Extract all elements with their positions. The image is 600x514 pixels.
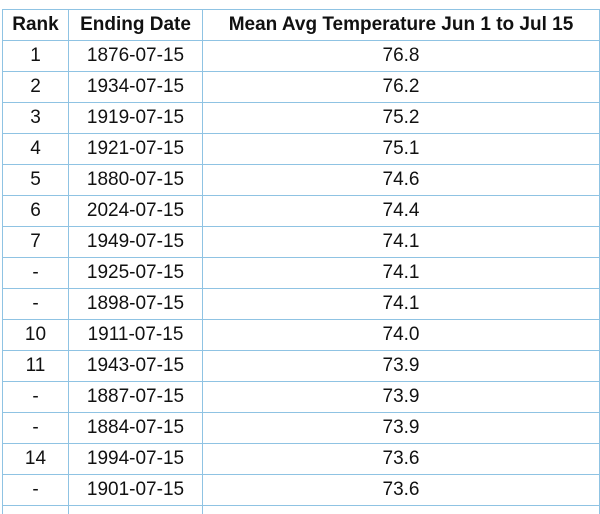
cell-rank: - [3, 382, 69, 413]
cell-rank: - [3, 475, 69, 506]
table-header-row: Rank Ending Date Mean Avg Temperature Ju… [3, 10, 600, 41]
cell-ending-date: 1876-07-15 [69, 41, 203, 72]
header-rank: Rank [3, 10, 69, 41]
cell-ending-date: 1994-07-15 [69, 444, 203, 475]
cell-rank: - [3, 413, 69, 444]
cell-mean-temperature: 73.6 [203, 444, 600, 475]
cell-rank: 11 [3, 351, 69, 382]
cell-mean-temperature: 74.1 [203, 289, 600, 320]
cell-ending-date: 1901-07-15 [69, 475, 203, 506]
cell-mean-temperature: 74.1 [203, 227, 600, 258]
cell-rank: 2 [3, 72, 69, 103]
cell-ending-date: 1880-07-15 [69, 165, 203, 196]
cell-rank: - [3, 258, 69, 289]
cell-rank: 7 [3, 227, 69, 258]
cell-rank: 10 [3, 320, 69, 351]
cell-rank: 1 [3, 41, 69, 72]
cell-mean-temperature: 73.9 [203, 351, 600, 382]
cell-mean-temperature: 74.4 [203, 196, 600, 227]
cell-ending-date: 1887-07-15 [69, 382, 203, 413]
cell-ending-date: 1911-07-15 [69, 320, 203, 351]
cell-rank: 14 [3, 444, 69, 475]
cell-ending-date: 1925-07-15 [69, 258, 203, 289]
cell-mean-temperature: 75.1 [203, 134, 600, 165]
cell-rank: - [3, 289, 69, 320]
cell-mean-temperature: 76.2 [203, 72, 600, 103]
cell-mean-temperature: 74.0 [203, 320, 600, 351]
cell-mean-temperature: 74.6 [203, 165, 600, 196]
cell-mean-temperature: 76.8 [203, 41, 600, 72]
cell-ending-date: 1898-07-15 [69, 289, 203, 320]
cell-rank: 5 [3, 165, 69, 196]
cell-rank: 6 [3, 196, 69, 227]
cell-rank: 3 [3, 103, 69, 134]
cell-mean-temperature: 73.9 [203, 413, 600, 444]
cell-ending-date: 1919-07-15 [69, 103, 203, 134]
cell-ending-date: 1949-07-15 [69, 227, 203, 258]
cell-mean-temperature: 74.1 [203, 258, 600, 289]
header-mean-avg-temperature: Mean Avg Temperature Jun 1 to Jul 15 [203, 10, 600, 41]
cell-ending-date: 1943-07-15 [69, 351, 203, 382]
cell-mean-temperature: 73.9 [203, 382, 600, 413]
cell-ending-date: 1934-07-15 [69, 72, 203, 103]
header-ending-date: Ending Date [69, 10, 203, 41]
temperature-ranking-table: Rank Ending Date Mean Avg Temperature Ju… [2, 9, 600, 514]
cell-rank: 4 [3, 134, 69, 165]
cell-mean-temperature: 75.2 [203, 103, 600, 134]
cell-ending-date: 1921-07-15 [69, 134, 203, 165]
cell-ending-date: 2024-07-15 [69, 196, 203, 227]
cell-mean-temperature: 73.6 [203, 475, 600, 506]
cell-ending-date: 1884-07-15 [69, 413, 203, 444]
